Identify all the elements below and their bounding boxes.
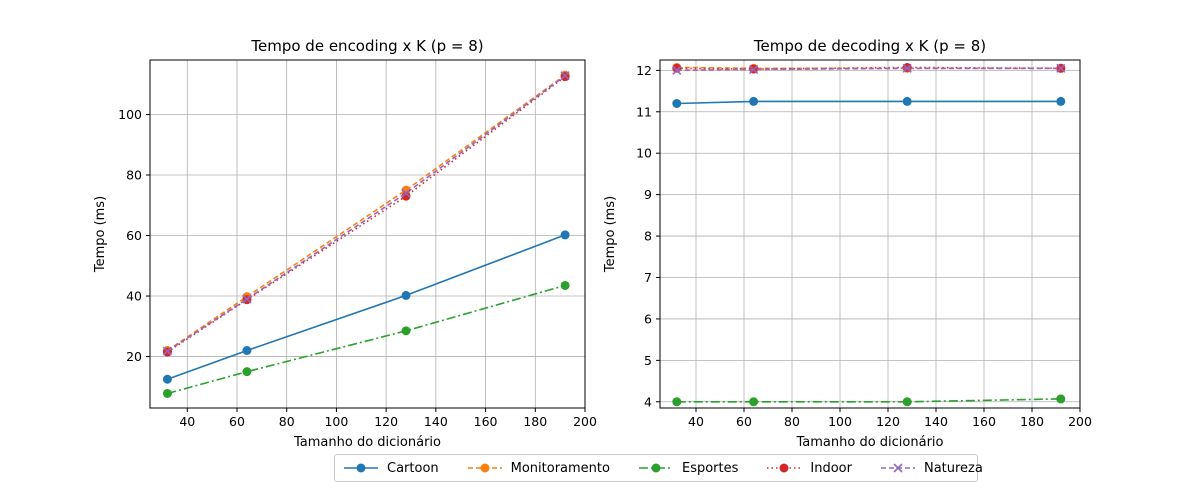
data-point-natureza — [560, 71, 570, 81]
chart-title: Tempo de decoding x K (p = 8) — [753, 37, 986, 55]
legend-item-indoor: Indoor — [766, 461, 852, 476]
series-line-indoor — [166, 76, 566, 353]
data-point-esportes — [242, 367, 252, 377]
y-tick-label: 10 — [636, 146, 652, 161]
x-tick-label: 180 — [1020, 414, 1044, 429]
y-tick-label: 6 — [644, 311, 652, 326]
legend-item-cartoon: Cartoon — [343, 461, 439, 476]
series-line-monitoramento — [166, 74, 566, 352]
data-point-cartoon — [162, 374, 172, 384]
legend: Cartoon Monitoramento Esportes Indoor Na… — [334, 454, 983, 482]
data-point-natureza — [242, 294, 252, 304]
chart-panel-1: 40 60 80 100 120 140 160 180 200 20 40 60 80 100 Tempo… — [93, 37, 597, 450]
x-tick-label: 160 — [972, 414, 996, 429]
x-tick-label: 200 — [573, 414, 597, 429]
data-point-esportes — [560, 280, 570, 290]
legend-label-monitoramento: Monitoramento — [510, 460, 610, 476]
chart-panel-2: 40 60 80 100 120 140 160 180 200 4 5 6 7 8 9 10 11 12 Temp… — [603, 37, 1092, 450]
x-tick-label: 60 — [229, 414, 245, 429]
legend-item-monitoramento: Monitoramento — [467, 461, 610, 476]
y-axis-label: Tempo (ms) — [93, 196, 108, 273]
y-axis-label: Tempo (ms) — [603, 196, 618, 273]
legend-item-esportes: Esportes — [638, 461, 738, 476]
legend-label-cartoon: Cartoon — [387, 460, 439, 476]
data-point-cartoon — [560, 230, 570, 240]
data-point-cartoon — [749, 96, 759, 106]
plot-frame — [149, 59, 586, 409]
x-tick-label: 80 — [279, 414, 295, 429]
y-tick-label: 4 — [644, 394, 652, 409]
data-point-cartoon — [672, 99, 682, 108]
series-line-natureza — [166, 75, 566, 352]
x-axis-label: Tamanho do dicionário — [796, 435, 944, 450]
legend-label-esportes: Esportes — [681, 460, 739, 476]
data-point-natureza — [902, 63, 912, 73]
x-tick-label: 40 — [688, 414, 704, 429]
data-point-esportes — [401, 326, 411, 336]
y-tick-label: 20 — [126, 349, 142, 364]
y-tick-label: 40 — [126, 289, 142, 304]
x-tick-label: 200 — [1068, 414, 1092, 429]
series-line-natureza — [676, 67, 1061, 72]
y-tick-label: 7 — [644, 270, 652, 285]
plot-frame — [659, 59, 1081, 409]
y-tick-label: 80 — [126, 167, 142, 182]
x-tick-label: 140 — [424, 414, 448, 429]
series-line-cartoon — [676, 100, 1061, 105]
y-tick-label: 12 — [636, 63, 652, 78]
data-point-esportes — [672, 397, 682, 407]
y-tick-label: 8 — [644, 229, 652, 244]
x-tick-label: 60 — [736, 414, 752, 429]
legend-swatch-natureza — [880, 463, 915, 473]
data-point-esportes — [1056, 394, 1066, 404]
legend-swatch-indoor — [767, 463, 802, 473]
legend-label-natureza: Natureza — [923, 460, 983, 476]
data-point-natureza — [162, 346, 172, 356]
data-point-natureza — [401, 188, 411, 198]
x-tick-label: 40 — [179, 414, 195, 429]
legend-item-natureza: Natureza — [880, 461, 983, 476]
data-point-natureza — [672, 65, 682, 75]
data-point-natureza — [1056, 63, 1066, 73]
series-line-esportes — [167, 284, 566, 395]
series-line-cartoon — [167, 234, 566, 381]
chart-title: Tempo de encoding x K (p = 8) — [250, 37, 483, 55]
data-point-cartoon — [1056, 96, 1066, 106]
y-tick-label: 60 — [126, 228, 142, 243]
series-line-esportes — [676, 398, 1061, 403]
legend-swatch-cartoon — [344, 463, 378, 473]
x-tick-label: 180 — [523, 414, 547, 429]
x-tick-label: 100 — [828, 414, 852, 429]
data-point-esportes — [749, 397, 759, 407]
legend-label-indoor: Indoor — [810, 460, 852, 476]
data-point-esportes — [902, 397, 912, 407]
y-tick-label: 5 — [644, 353, 652, 368]
x-tick-label: 160 — [474, 414, 498, 429]
x-tick-label: 120 — [374, 414, 398, 429]
data-point-esportes — [162, 388, 172, 398]
y-tick-label: 9 — [644, 187, 652, 202]
x-tick-label: 140 — [924, 414, 948, 429]
legend-swatch-monitoramento — [467, 463, 502, 473]
x-tick-label: 120 — [876, 414, 900, 429]
legend-swatch-esportes — [638, 463, 673, 473]
data-point-cartoon — [401, 290, 411, 300]
x-axis-label: Tamanho do dicionário — [293, 435, 441, 450]
data-point-cartoon — [242, 346, 252, 356]
x-tick-label: 100 — [324, 414, 348, 429]
x-tick-label: 80 — [784, 414, 800, 429]
y-tick-label: 11 — [636, 104, 652, 119]
y-tick-label: 100 — [118, 107, 142, 122]
data-point-cartoon — [902, 96, 912, 106]
data-point-natureza — [749, 64, 759, 75]
